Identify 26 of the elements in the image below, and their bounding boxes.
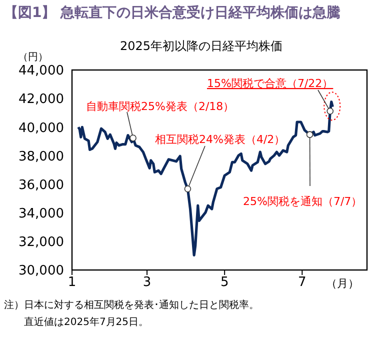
point — [306, 131, 314, 138]
annotation: 相互関税24%発表（4/2） — [155, 133, 286, 146]
point — [184, 185, 192, 192]
y-axis-title: （円） — [18, 51, 48, 64]
point — [130, 134, 136, 142]
y-tick-label: 36,000 — [18, 178, 64, 193]
text: 注）日本に対する相互関税を発表･通知した日と関税率。 — [4, 298, 259, 312]
x-axis-title: （月） — [326, 276, 359, 291]
y-tick-label: 38,000 — [18, 149, 64, 164]
annotation: 15%関税で合意（7/22） — [207, 77, 334, 90]
text: 直近値は2025年7月25日。 — [24, 316, 149, 329]
y-tick-label: 32,000 — [18, 235, 64, 250]
y-tick-label: 40,000 — [18, 120, 64, 136]
annotation: 25%関税を通知（7/7） — [243, 195, 362, 208]
chart-title: 【図1】 急転直下の日米合意受け日経平均株価は急騰 — [4, 4, 341, 22]
y-tick-label: 44,000 — [18, 64, 64, 79]
x-tick-label: 7 — [298, 275, 306, 290]
annotation: 自動車関税25%発表（2/18） — [86, 100, 234, 113]
y-tick-label: 30,000 — [18, 264, 64, 279]
chart-subtitle: 2025年初以降の日経平均株価 — [120, 38, 283, 55]
y-tick-label: 34,000 — [18, 206, 64, 222]
point — [326, 108, 334, 115]
x-tick-label: 5 — [220, 275, 229, 290]
x-tick-label: 1 — [68, 275, 76, 290]
y-tick-label: 42,000 — [18, 92, 64, 108]
x-tick-label: 3 — [142, 275, 152, 290]
